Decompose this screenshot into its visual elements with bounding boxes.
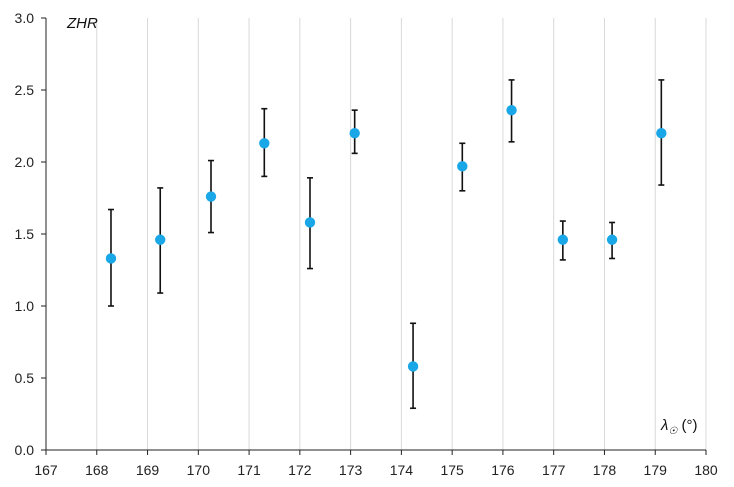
x-tick-label: 175 — [440, 462, 464, 478]
data-point — [506, 104, 517, 116]
data-point — [304, 217, 316, 228]
data-point — [606, 234, 618, 245]
y-axis-title: ZHR — [66, 15, 98, 32]
y-tick-labels: 0.0 0.5 1.0 1.5 2.0 2.5 3.0 — [15, 10, 35, 458]
data-point — [205, 191, 217, 202]
x-tick-label: 172 — [288, 462, 312, 478]
data-point — [105, 253, 117, 264]
data-point — [656, 128, 667, 139]
x-tick-label: 173 — [339, 462, 363, 478]
y-tick-label: 2.0 — [15, 154, 35, 170]
x-axis-title-subscript: ☉ — [668, 426, 678, 437]
x-tick-label: 168 — [85, 462, 109, 478]
error-bars — [107, 79, 665, 410]
data-point — [557, 234, 569, 245]
y-tick-label: 0.5 — [15, 370, 35, 386]
x-tick-label: 177 — [542, 462, 566, 478]
x-tick-label: 169 — [136, 462, 160, 478]
vertical-gridlines — [96, 18, 707, 450]
y-tick-label: 3.0 — [15, 10, 35, 26]
x-tick-label: 176 — [491, 462, 515, 478]
x-tick-label: 171 — [237, 462, 261, 478]
data-points — [105, 104, 667, 372]
x-tick-label: 170 — [187, 462, 211, 478]
data-point — [155, 234, 166, 245]
x-tick-label: 174 — [390, 462, 414, 478]
x-tick-label: 167 — [34, 462, 58, 478]
data-point — [457, 161, 468, 172]
data-point — [259, 138, 270, 149]
x-tick-label: 180 — [694, 462, 718, 478]
y-tick-label: 0.0 — [15, 442, 35, 458]
x-tick-label: 179 — [644, 462, 668, 478]
x-axis-title: λ☉ (°) — [660, 417, 698, 437]
x-tick-label: 178 — [593, 462, 617, 478]
y-tick-label: 1.5 — [15, 226, 35, 242]
y-tick-label: 2.5 — [15, 82, 35, 98]
x-axis-title-symbol: λ — [660, 417, 668, 434]
y-tick-label: 1.0 — [15, 298, 35, 314]
x-axis-title-unit: (°) — [677, 417, 697, 434]
data-point — [349, 128, 360, 139]
axes — [41, 17, 707, 455]
x-tick-labels: 167 168 169 170 171 172 173 174 175 176 177 178 179 1… — [34, 462, 718, 478]
data-point — [407, 361, 419, 372]
